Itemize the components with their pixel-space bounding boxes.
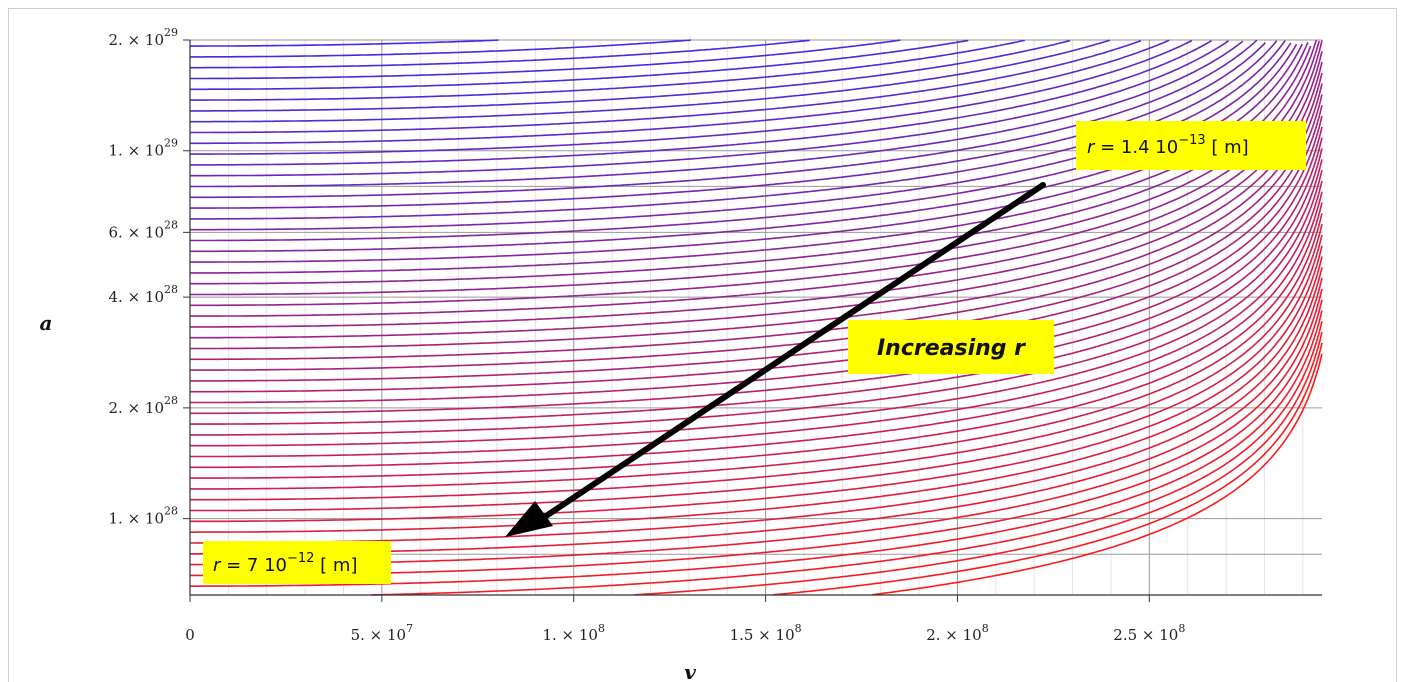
curve-series-13 [190,39,1111,123]
curve-series-40 [190,137,1323,415]
curve-series-47 [190,213,1323,490]
curve-series-9 [190,39,901,80]
curve-series-19 [190,40,1244,188]
y-tick-label: 6. × 1028 [108,218,178,241]
curve-series-11 [190,39,1025,101]
curve-series-17 [190,40,1212,166]
y-tick-label: 1. × 1029 [108,137,178,160]
curve-series-26 [190,43,1303,263]
curve-series-27 [190,41,1309,274]
annotation-bottom-label: r = 7 10−12 [ m] [213,551,357,576]
curve-series-30 [190,40,1320,307]
curve-series-29 [190,39,1318,296]
axes [189,40,1322,596]
x-ticks: 0 5. × 107 1. × 108 1.5 × 108 2. × 108 2.5 × … [185,595,1185,644]
increasing-arrow-shaft [525,182,1046,531]
x-axis-label: v [684,660,696,682]
curve-series-10 [190,39,969,91]
curve-series-39 [190,126,1323,404]
curve-series-51 [190,256,1323,533]
curve-series-28 [190,45,1312,285]
chart-frame [8,8,1397,682]
x-tick-label: 5. × 107 [351,622,414,644]
y-tick-label: 2. × 1029 [108,26,178,49]
y-tick-label: 2. × 1028 [108,394,178,417]
curve-series-48 [190,223,1323,501]
y-axis-label: a [40,311,53,335]
curve-series-7 [190,39,691,58]
curve-series-52 [190,267,1323,544]
curve-series-15 [190,39,1170,145]
curve-series-59 [772,342,1323,596]
curve-series-50 [190,245,1323,523]
curve-series-6 [190,39,499,47]
x-tick-label: 0 [185,626,195,644]
curve-series-31 [190,40,1323,317]
curve-series-8 [190,39,810,69]
x-tick-label: 1. × 108 [542,622,605,644]
curve-series-36 [190,94,1323,371]
curve-series-45 [190,191,1323,469]
curve-series-46 [190,202,1323,479]
curve-series-60 [871,353,1323,596]
y-tick-label: 4. × 1028 [108,283,178,306]
curve-series-49 [190,234,1323,512]
curve-series-37 [190,105,1323,382]
y-tick-label: 1. × 1028 [108,505,178,528]
annotation-bottom-box [203,541,391,584]
curve-series-34 [190,72,1323,350]
curve-series-38 [190,115,1323,393]
y-ticks: 1. × 1028 2. × 1028 4. × 1028 6. × 1028 1. ×… [108,26,190,528]
increasing-arrow-head [505,501,553,537]
curve-series-41 [190,148,1323,425]
curve-series-35 [190,83,1323,361]
annotation-top-label: r = 1.4 10−13 [ m] [1087,133,1249,158]
curve-series-14 [190,39,1142,134]
annotation-increasing-box [848,320,1054,374]
curve-series-12 [190,39,1071,112]
curve-series-57 [371,321,1323,596]
curves [190,39,1323,596]
annotation-increasing-label: Increasing r [877,336,1026,361]
x-tick-label: 2. × 108 [926,622,989,644]
curve-series-42 [190,159,1323,436]
curve-series-32 [190,51,1323,328]
curve-series-44 [190,180,1323,458]
curve-series-43 [190,169,1323,447]
x-tick-label: 1.5 × 108 [730,622,802,644]
curve-series-58 [634,331,1323,596]
x-tick-label: 2.5 × 108 [1113,622,1185,644]
annotation-top-box [1076,121,1306,170]
curve-series-18 [190,40,1230,177]
curve-series-33 [190,61,1323,339]
curve-series-16 [190,39,1193,155]
